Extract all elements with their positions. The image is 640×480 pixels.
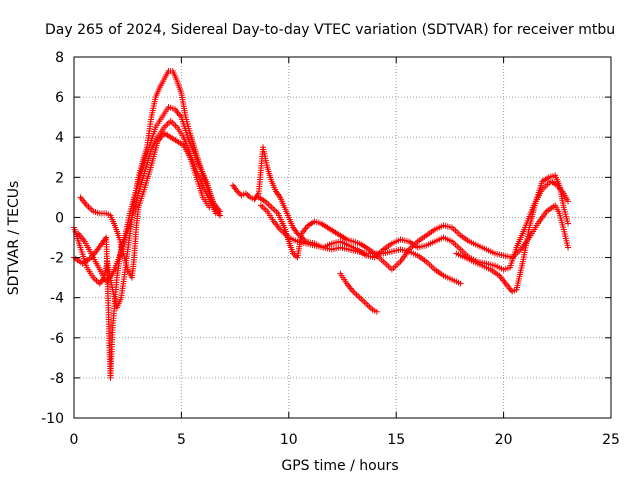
y-axis-label: SDTVAR / TECUs	[6, 181, 22, 296]
x-tick-label: 20	[495, 432, 513, 448]
y-tick-label: 8	[55, 50, 64, 66]
data-point	[373, 308, 380, 315]
x-tick-label: 0	[70, 432, 79, 448]
y-tick-label: 2	[55, 170, 64, 186]
x-tick-label: 25	[602, 432, 620, 448]
data-point	[290, 250, 297, 257]
x-tick-label: 15	[387, 432, 405, 448]
plot-frame	[73, 56, 612, 419]
y-tick-label: -2	[50, 251, 64, 267]
x-axis-label: GPS time / hours	[281, 458, 398, 474]
y-tick-label: 0	[55, 210, 64, 226]
data-point	[217, 208, 224, 215]
data-point	[242, 190, 249, 197]
x-tick-label: 5	[177, 432, 186, 448]
data-point	[212, 210, 219, 217]
data-point	[245, 193, 252, 200]
series-track-e	[229, 144, 464, 287]
y-tick-label: 6	[55, 90, 64, 106]
x-tick-label: 10	[280, 432, 298, 448]
y-tick-label: -6	[50, 331, 64, 347]
data-marks	[71, 68, 572, 381]
data-point	[206, 204, 213, 211]
chart-title: Day 265 of 2024, Sidereal Day-to-day VTE…	[45, 22, 615, 38]
data-point	[565, 220, 572, 227]
series-track-h	[337, 270, 380, 315]
y-tick-label: 4	[55, 130, 64, 146]
series-track-d	[77, 130, 213, 281]
data-point	[244, 191, 251, 198]
data-point	[565, 198, 572, 205]
data-point	[235, 189, 242, 196]
series-track-f	[255, 194, 572, 273]
axis-ticks: -10 -8 -6 -4 -2 0 2 4 6 8 0 5 10 15 20 25	[41, 50, 620, 448]
data-point	[234, 188, 241, 195]
data-point	[565, 244, 572, 251]
y-tick-label: -8	[50, 371, 64, 387]
series-track-i	[453, 172, 572, 295]
grid	[74, 57, 611, 418]
data-point	[457, 280, 464, 287]
y-tick-label: -10	[41, 411, 64, 427]
y-tick-label: -4	[50, 291, 64, 307]
